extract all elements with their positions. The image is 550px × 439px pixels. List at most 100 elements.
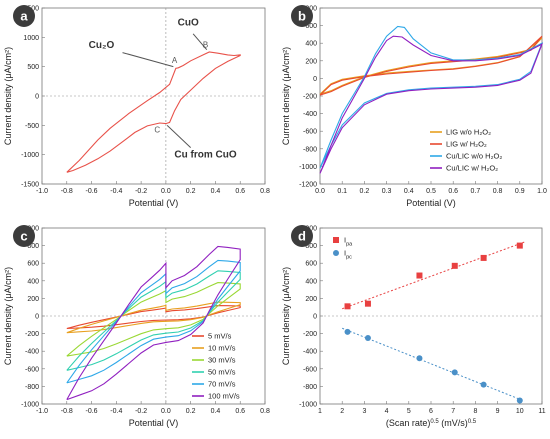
cv-curve <box>66 245 241 401</box>
x-tick-label: 6 <box>429 408 433 415</box>
x-tick-label: -1.0 <box>36 188 48 195</box>
y-tick-label: 200 <box>27 296 39 303</box>
y-tick-label: -500 <box>25 123 39 130</box>
x-tick-label: -0.6 <box>86 408 98 415</box>
x-tick-label: -0.6 <box>86 188 98 195</box>
y-tick-label: -200 <box>303 331 317 338</box>
point-label-c: C <box>154 125 160 134</box>
x-tick-label: 0.5 <box>426 188 436 195</box>
data-point-circle <box>480 381 487 388</box>
panel-badge <box>13 5 35 27</box>
annotation-cu-from-cuo: Cu from CuO <box>174 150 236 161</box>
x-tick-label: 0.8 <box>493 188 503 195</box>
x-tick-label: 0.6 <box>235 408 245 415</box>
legend-label: Cu/LIC w/o H₂O₂ <box>446 152 502 161</box>
x-tick-label: 2 <box>340 408 344 415</box>
x-axis-label-part: 0.5 <box>468 419 477 425</box>
arrowhead-cuo <box>202 45 207 50</box>
x-tick-label: 0.3 <box>382 188 392 195</box>
y-tick-label: 1000 <box>23 35 39 42</box>
y-tick-label: -1200 <box>299 182 317 189</box>
y-tick-label: 800 <box>305 6 317 13</box>
y-tick-label: 600 <box>305 23 317 30</box>
legend-swatch <box>333 250 339 256</box>
x-tick-label: 0.8 <box>260 408 270 415</box>
y-tick-label: -800 <box>303 146 317 153</box>
data-point-square <box>451 262 458 269</box>
x-tick-label: -0.8 <box>61 408 73 415</box>
y-tick-label: -400 <box>25 349 39 356</box>
x-tick-label: -1.0 <box>36 408 48 415</box>
x-tick-label: 0.4 <box>211 408 221 415</box>
legend-label: Ipc <box>344 249 352 261</box>
panel-badge <box>291 225 313 247</box>
x-tick-label: -0.2 <box>135 408 147 415</box>
legend-label: Ipa <box>344 236 353 248</box>
cv-curve <box>319 35 544 174</box>
y-axis-label: Current density (μA/cm²) <box>3 47 13 145</box>
x-tick-label: 0.1 <box>337 188 347 195</box>
panel-a: -1.0 -0.8 -0.6 -0.4 -0.2 0.0 0.2 0.4 0.6 0.8 -1500… <box>3 5 270 208</box>
x-tick-label: 0.2 <box>186 408 196 415</box>
y-tick-label: 400 <box>305 41 317 48</box>
legend-label: LIG w/o H₂O₂ <box>446 128 491 137</box>
x-tick-label: 3 <box>362 408 366 415</box>
x-tick-label: 0.4 <box>211 188 221 195</box>
y-tick-label: 800 <box>27 243 39 250</box>
legend-swatch <box>333 237 339 243</box>
x-tick-label: -0.4 <box>110 188 122 195</box>
x-tick-label: 0.6 <box>235 188 245 195</box>
cv-curve <box>66 270 241 371</box>
x-tick-label: 0.0 <box>161 188 171 195</box>
panel-badge-label: c <box>20 229 27 244</box>
y-axis-label: Current density (μA/cm²) <box>3 267 13 365</box>
y-axis-label: Current density (μA/cm²) <box>281 47 291 145</box>
x-tick-label: 0.7 <box>471 188 481 195</box>
data-point-circle <box>451 369 458 376</box>
y-tick-label: -400 <box>303 111 317 118</box>
y-tick-label: -200 <box>303 94 317 101</box>
y-tick-label: 0 <box>35 94 39 101</box>
arrow-cu2o <box>122 52 174 68</box>
data-point-square <box>416 272 423 279</box>
x-tick-label: 0.0 <box>161 408 171 415</box>
x-axis-label: (Scan rate)0.5 (mV/s)0.5 <box>386 418 477 428</box>
y-tick-label: 500 <box>27 64 39 71</box>
legend-label: 50 mV/s <box>208 368 236 377</box>
y-tick-label: 200 <box>305 296 317 303</box>
legend-label-sub: pc <box>346 255 352 261</box>
legend-label: 100 mV/s <box>208 392 240 401</box>
x-tick-label: 5 <box>407 408 411 415</box>
data-point-square <box>344 303 351 310</box>
cv-curve <box>66 301 241 334</box>
x-tick-label: 7 <box>451 408 455 415</box>
x-tick-label: 4 <box>385 408 389 415</box>
y-tick-label: 400 <box>27 278 39 285</box>
y-tick-label: -800 <box>25 384 39 391</box>
y-tick-label: -1000 <box>21 402 39 409</box>
y-tick-label: -800 <box>303 384 317 391</box>
panel-c: -1.0 -0.8 -0.6 -0.4 -0.2 0.0 0.2 0.4 0.6 0.8 -1000… <box>3 225 270 428</box>
legend-label-part: I <box>344 236 346 245</box>
y-tick-label: 0 <box>313 76 317 83</box>
legend-label: LIG w/ H₂O₂ <box>446 140 487 149</box>
y-tick-label: -600 <box>25 366 39 373</box>
panel-badge <box>291 5 313 27</box>
y-axis-label: Current density (μA/cm²) <box>281 267 291 365</box>
y-tick-label: -600 <box>303 129 317 136</box>
x-axis-label-part: 0.5 <box>430 419 439 425</box>
data-point-circle <box>516 397 523 404</box>
x-tick-label: 0.4 <box>404 188 414 195</box>
x-tick-label: 10 <box>516 408 524 415</box>
point-label-b: B <box>203 40 208 49</box>
arrow-cu-from-cuo <box>166 124 192 148</box>
panel-d: 1 2 3 4 5 6 7 8 9 10 11 -1000 -800 -600 -400 -200 0 200 40… <box>281 225 546 428</box>
x-axis-label: Potential (V) <box>129 418 179 428</box>
data-point-circle <box>416 355 423 362</box>
data-point-square <box>516 242 523 249</box>
y-tick-label: 200 <box>305 58 317 65</box>
annotation-cuo: CuO <box>178 18 199 29</box>
point-label-a: A <box>172 56 178 65</box>
y-tick-label: -1000 <box>299 164 317 171</box>
